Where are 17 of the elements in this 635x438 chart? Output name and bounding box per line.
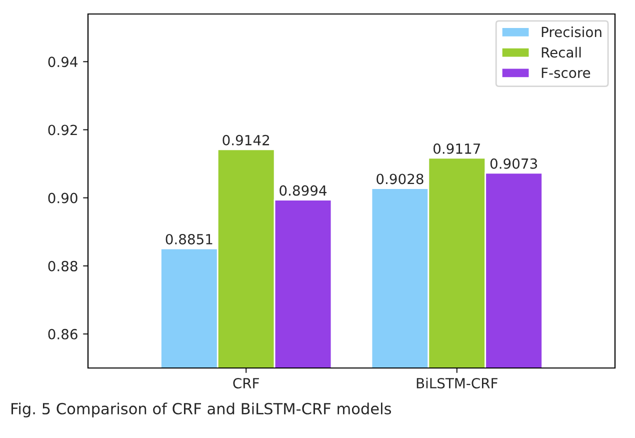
legend-label: Recall bbox=[542, 46, 581, 58]
legend-label: F-score bbox=[542, 68, 590, 78]
data-label: 0.9117 bbox=[434, 143, 480, 154]
y-tick-label: 0.94 bbox=[48, 56, 78, 68]
y-tick-label: 0.92 bbox=[48, 124, 77, 136]
x-tick-label: BiLSTM-CRF bbox=[416, 378, 498, 388]
data-label: 0.9028 bbox=[376, 174, 424, 184]
y-tick-label: 0.86 bbox=[48, 328, 78, 340]
y-tick-label: 0.88 bbox=[48, 260, 78, 272]
data-label: 0.8994 bbox=[280, 185, 327, 196]
data-label: 0.9073 bbox=[490, 158, 537, 169]
data-label: 0.8851 bbox=[166, 234, 212, 244]
legend-label: Precision bbox=[542, 26, 602, 38]
caption: Fig. 5 Comparison of CRF and BiLSTM-CRF models bbox=[12, 402, 392, 418]
x-tick-label: CRF bbox=[233, 378, 259, 388]
data-label: 0.9142 bbox=[222, 134, 270, 146]
y-tick-label: 0.90 bbox=[48, 192, 78, 204]
